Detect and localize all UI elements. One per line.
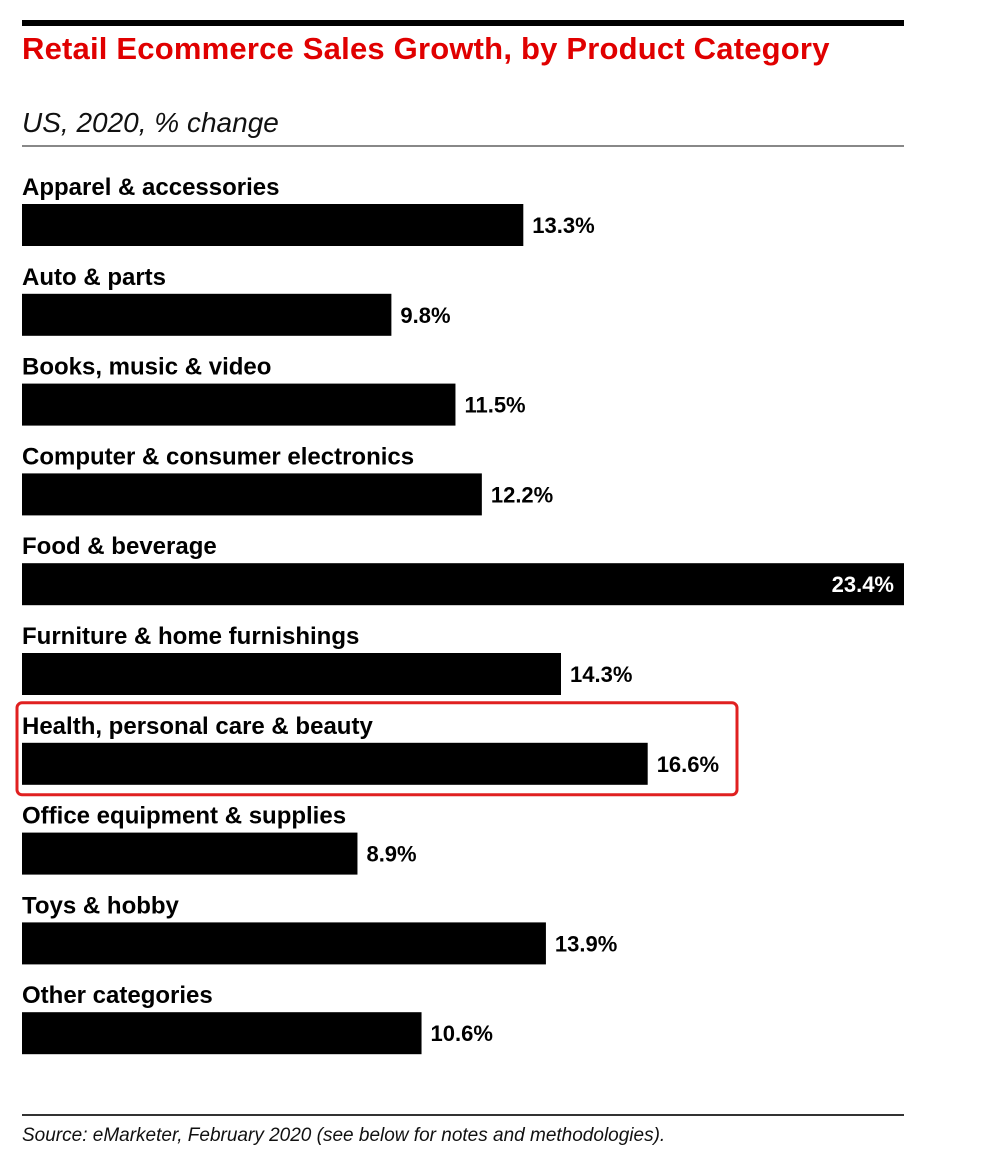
bar-row: Office equipment & supplies 8.9% bbox=[22, 803, 417, 875]
bar-row: Books, music & video 11.5% bbox=[22, 354, 526, 426]
value-label: 10.6% bbox=[431, 1021, 493, 1046]
top-rule bbox=[22, 20, 904, 26]
source-note: Source: eMarketer, February 2020 (see be… bbox=[22, 1125, 666, 1146]
footer-rule bbox=[22, 1114, 904, 1116]
bar bbox=[22, 293, 392, 336]
bar bbox=[22, 1012, 422, 1055]
category-label: Health, personal care & beauty bbox=[22, 713, 373, 740]
bar bbox=[22, 742, 648, 785]
value-label: 14.3% bbox=[570, 662, 632, 687]
category-label: Auto & parts bbox=[22, 264, 166, 291]
value-label: 9.8% bbox=[400, 303, 450, 328]
value-label: 8.9% bbox=[366, 842, 416, 867]
value-label: 12.2% bbox=[491, 482, 553, 507]
bar bbox=[22, 832, 358, 875]
chart-subtitle: US, 2020, % change bbox=[22, 107, 279, 138]
highlight-box bbox=[15, 701, 739, 797]
bar-row: Furniture & home furnishings 14.3% bbox=[22, 623, 632, 695]
bar-row: Food & beverage 23.4% bbox=[22, 533, 904, 606]
bar-row: Apparel & accessories 13.3% bbox=[22, 174, 595, 246]
bar bbox=[22, 383, 456, 426]
bar bbox=[22, 473, 482, 516]
category-label: Toys & hobby bbox=[22, 892, 180, 919]
bar-row: Computer & consumer electronics 12.2% bbox=[22, 443, 553, 516]
bar-row: Other categories 10.6% bbox=[22, 982, 493, 1055]
category-label: Apparel & accessories bbox=[22, 174, 279, 201]
value-label: 13.3% bbox=[532, 213, 594, 238]
category-label: Office equipment & supplies bbox=[22, 803, 346, 830]
value-label: 23.4% bbox=[832, 572, 894, 597]
bar bbox=[22, 653, 561, 695]
bar-row: Toys & hobby 13.9% bbox=[22, 892, 617, 965]
category-label: Books, music & video bbox=[22, 354, 271, 381]
bar-row: Auto & parts 9.8% bbox=[22, 264, 451, 336]
bar bbox=[22, 204, 524, 246]
bar bbox=[22, 563, 904, 606]
category-label: Computer & consumer electronics bbox=[22, 443, 414, 470]
value-label: 11.5% bbox=[464, 393, 525, 418]
value-label: 16.6% bbox=[657, 752, 719, 777]
bar-row: Health, personal care & beauty 16.6% bbox=[22, 713, 719, 785]
bar bbox=[22, 922, 546, 965]
category-label: Other categories bbox=[22, 982, 213, 1009]
value-label: 13.9% bbox=[555, 931, 617, 956]
header-rule bbox=[22, 145, 904, 147]
category-label: Furniture & home furnishings bbox=[22, 623, 359, 650]
chart-title: Retail Ecommerce Sales Growth, by Produc… bbox=[22, 31, 830, 66]
category-label: Food & beverage bbox=[22, 533, 217, 560]
